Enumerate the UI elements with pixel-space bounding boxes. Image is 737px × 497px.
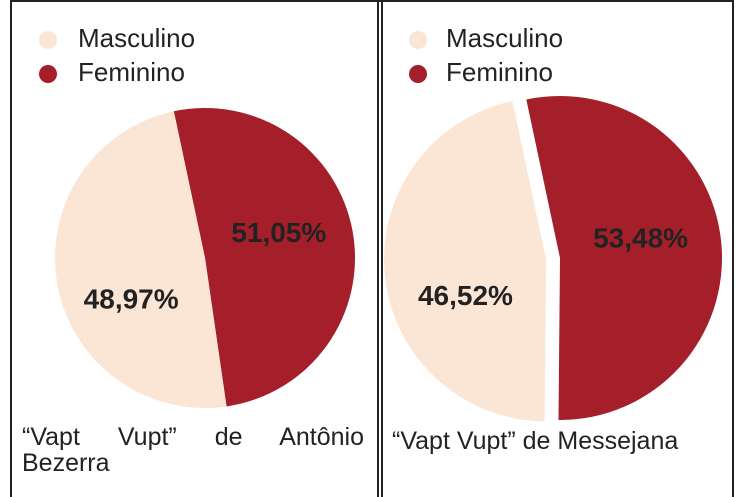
pie-slice bbox=[526, 96, 722, 421]
legend-label: Masculino bbox=[78, 23, 195, 53]
legend-label: Feminino bbox=[78, 57, 185, 87]
pie-slice bbox=[55, 111, 227, 408]
caption: “Vapt Vupt” de Antônio Bezerra bbox=[22, 423, 364, 477]
legend-marker bbox=[39, 31, 57, 49]
legend-marker bbox=[409, 31, 427, 49]
legend-marker bbox=[39, 65, 57, 83]
legend-label: Feminino bbox=[446, 57, 553, 87]
value-label: 46,52% bbox=[418, 280, 513, 311]
value-label: 48,97% bbox=[84, 284, 179, 315]
legend-marker bbox=[409, 65, 427, 83]
pie-slice bbox=[173, 107, 356, 407]
pie-slice bbox=[384, 100, 547, 422]
legend-label: Masculino bbox=[446, 23, 563, 53]
value-label: 51,05% bbox=[231, 217, 326, 248]
frame bbox=[10, 0, 734, 497]
caption: “Vapt Vupt” de Messejana bbox=[392, 427, 679, 455]
value-label: 53,48% bbox=[593, 222, 688, 253]
